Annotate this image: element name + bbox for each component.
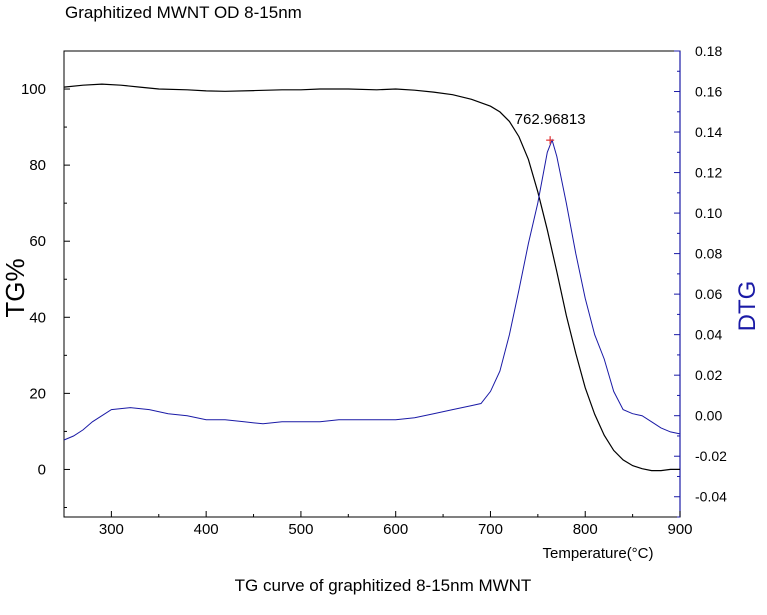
- y2-tick-label: -0.02: [695, 448, 727, 464]
- y-tick-label: 40: [29, 309, 46, 326]
- y-axis-label-right: DTG: [734, 281, 761, 332]
- y-axis-left: 0 20 40 60 80 100: [21, 50, 70, 508]
- plot-frame: [63, 50, 681, 518]
- y-tick-label: 100: [21, 81, 46, 98]
- peak-annotation-label: 762.96813: [515, 111, 586, 128]
- y2-tick-label: 0.02: [695, 367, 722, 383]
- y-tick-label: 60: [29, 233, 46, 250]
- y2-tick-label: 0.10: [695, 205, 722, 221]
- figure-caption: TG curve of graphitized 8-15nm MWNT: [235, 576, 532, 595]
- y2-tick-label: -0.04: [695, 489, 727, 505]
- y2-tick-label: 0.08: [695, 246, 722, 262]
- y2-tick-label: 0.06: [695, 286, 722, 302]
- y2-tick-label: 0.16: [695, 84, 722, 100]
- y-axis-right: -0.04 -0.02 0.00 0.02 0.04 0.06 0.08 0.10 0.12 0.…: [674, 43, 727, 518]
- x-tick-label: 400: [194, 521, 219, 538]
- chart-title: Graphitized MWNT OD 8-15nm: [65, 3, 302, 22]
- y-tick-label: 20: [29, 385, 46, 402]
- y2-tick-label: 0.18: [695, 43, 722, 59]
- y2-tick-label: 0.04: [695, 327, 722, 343]
- x-tick-label: 800: [573, 521, 598, 538]
- x-tick-label: 600: [383, 521, 408, 538]
- x-tick-label: 500: [288, 521, 313, 538]
- y2-tick-label: 0.12: [695, 165, 722, 181]
- y-axis-label-left: TG%: [0, 258, 30, 317]
- y2-tick-label: 0.00: [695, 408, 722, 424]
- y-tick-label: 0: [38, 461, 46, 478]
- series-line-tg: [63, 83, 680, 472]
- series-line-dtg: [63, 138, 681, 441]
- x-tick-label: 300: [99, 521, 124, 538]
- y2-tick-label: 0.14: [695, 124, 722, 140]
- y-tick-label: 80: [29, 157, 46, 174]
- x-tick-label: 900: [667, 521, 692, 538]
- x-axis-label: Temperature(°C): [542, 545, 653, 562]
- x-tick-label: 700: [478, 521, 503, 538]
- peak-marker: [546, 136, 555, 145]
- x-axis: 300 400 500 600 700 800 900: [63, 511, 693, 538]
